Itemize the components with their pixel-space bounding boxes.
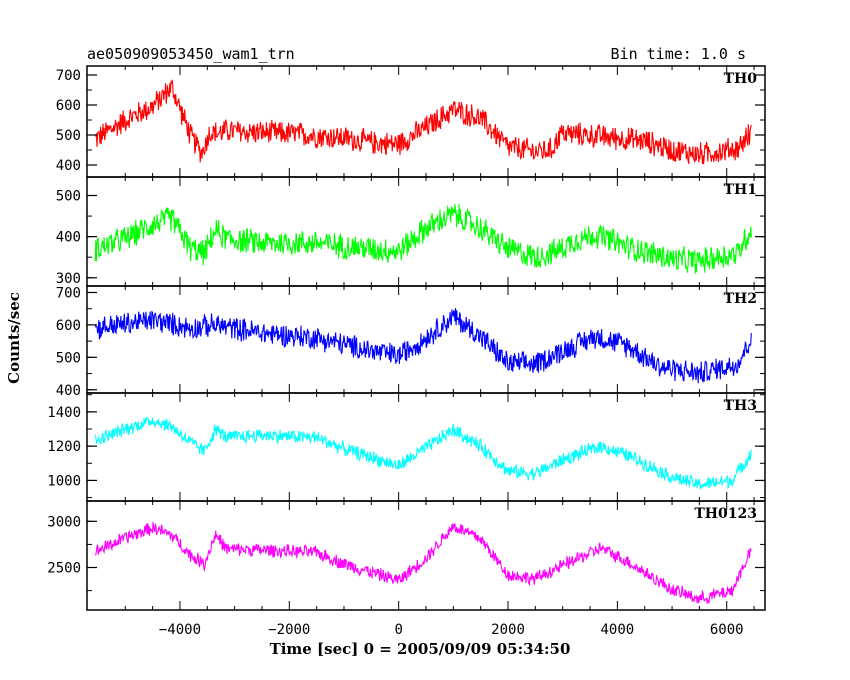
panel-th3: TH3 1000 1200 1400 (47, 392, 766, 502)
panel-label: TH0123 (694, 506, 757, 522)
x-tick-label: 6000 (710, 622, 744, 638)
y-tick-label: 1000 (47, 473, 81, 489)
y-tick-label: 600 (56, 318, 81, 334)
x-tick-label: 0 (394, 622, 402, 638)
x-tick-label: −4000 (159, 622, 201, 638)
series-th2 (94, 308, 752, 384)
panel-th2: TH2 400 500 600 700 (56, 285, 766, 399)
panel-label: TH1 (724, 182, 757, 198)
x-axis-label: Time [sec] 0 = 2005/09/09 05:34:50 (270, 640, 571, 658)
y-tick-label: 400 (56, 158, 81, 174)
series-th0123 (94, 521, 752, 605)
panel-label: TH3 (724, 398, 757, 414)
series-th0 (94, 79, 752, 165)
x-tick-label: −2000 (268, 622, 310, 638)
x-axis: −4000 −2000 0 2000 4000 6000 (159, 622, 744, 638)
panel-frame (86, 392, 766, 502)
y-tick-label: 700 (56, 68, 81, 84)
y-tick-label: 2500 (47, 561, 81, 577)
y-tick-label: 300 (56, 271, 81, 287)
bin-time-label: Bin time: 1.0 s (611, 45, 746, 63)
panel-label: TH0 (724, 71, 758, 87)
y-tick-label: 500 (56, 350, 81, 366)
y-tick-label: 400 (56, 383, 81, 399)
y-tick-label: 400 (56, 230, 81, 246)
y-tick-label: 600 (56, 98, 81, 114)
x-tick-label: 2000 (491, 622, 525, 638)
y-tick-label: 1400 (47, 405, 81, 421)
series-th3 (94, 416, 752, 490)
series-th1 (94, 203, 752, 274)
x-tick-label: 4000 (601, 622, 635, 638)
panels: TH0 400 500 600 700 TH1 300 400 500 TH2 400 500 600 7… (47, 65, 766, 611)
panel-th0: TH0 400 500 600 700 (56, 65, 766, 178)
y-tick-label: 1200 (47, 439, 81, 455)
panel-th0123: TH0123 2500 3000 (47, 500, 766, 611)
panel-th1: TH1 300 400 500 (56, 176, 766, 287)
y-tick-label: 500 (56, 128, 81, 144)
panel-label: TH2 (724, 291, 757, 307)
y-tick-label: 700 (56, 285, 81, 301)
y-axis-label: Counts/sec (5, 292, 23, 384)
y-tick-label: 500 (56, 189, 81, 205)
y-tick-label: 3000 (47, 514, 81, 530)
chart-title: ae050909053450_wam1_trn (87, 45, 295, 63)
